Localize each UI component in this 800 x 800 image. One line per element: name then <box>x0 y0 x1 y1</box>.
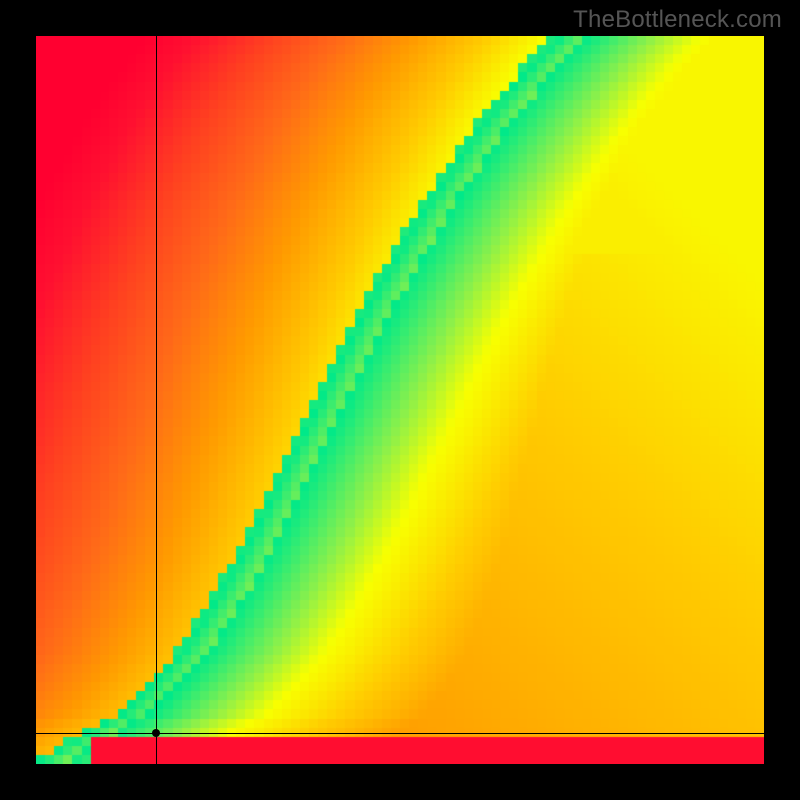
watermark-text: TheBottleneck.com <box>573 6 782 34</box>
crosshair-horizontal-line <box>36 733 764 734</box>
bottleneck-heatmap <box>36 36 764 764</box>
crosshair-vertical-line <box>156 36 157 764</box>
